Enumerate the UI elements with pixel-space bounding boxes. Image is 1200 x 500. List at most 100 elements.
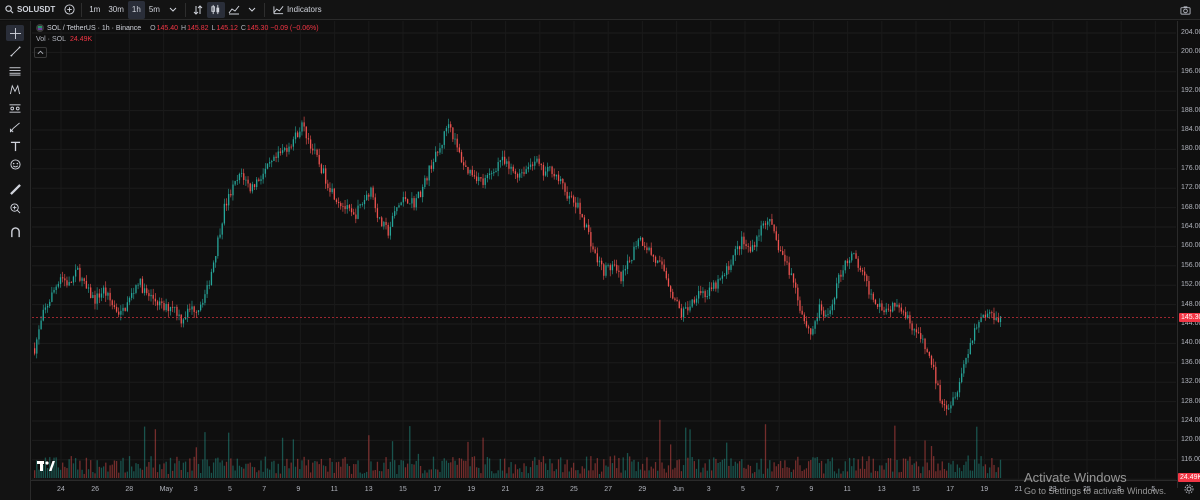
time-tick-label: 17: [946, 486, 954, 493]
candle-body: [751, 245, 754, 252]
candle-body: [928, 351, 930, 356]
time-tick-label: 27: [604, 486, 612, 493]
price-tick-label: 132.00: [1181, 378, 1200, 386]
interval-1m-button[interactable]: 1m: [85, 1, 104, 19]
candle-body: [913, 329, 915, 331]
text-icon: [10, 141, 20, 151]
volume-bar: [734, 461, 736, 478]
volume-bar: [917, 466, 920, 478]
add-symbol-button[interactable]: [60, 2, 78, 18]
interval-30m-button[interactable]: 30m: [104, 1, 128, 19]
price-tick-label: 164.00: [1181, 223, 1200, 230]
candle-body: [665, 270, 667, 279]
time-tick-label: 3: [706, 486, 711, 493]
trend-line-tool[interactable]: [6, 43, 24, 59]
candle-body: [100, 293, 103, 298]
candle-body: [698, 291, 700, 299]
price-scale[interactable]: 204.00 200.00 196.00 192.00 188.00 184.00 180.…: [1177, 21, 1200, 488]
candle-body: [708, 287, 711, 296]
volume-bar: [747, 464, 749, 478]
magnet-tool[interactable]: [6, 224, 24, 240]
fib-tool[interactable]: [6, 62, 24, 78]
candle-body: [473, 175, 476, 177]
volume-bar: [355, 464, 357, 478]
ruler-tool[interactable]: [6, 181, 24, 197]
volume-bar: [389, 461, 392, 478]
volume-bar: [930, 446, 933, 478]
volume-bar: [59, 469, 62, 478]
volume-bar: [305, 465, 307, 478]
screenshot-button[interactable]: [1176, 2, 1194, 18]
divider: [184, 2, 186, 17]
time-tick-label: 11: [330, 486, 338, 493]
volume-bar: [79, 460, 81, 478]
volume-bar: [993, 464, 995, 478]
zoom-tool[interactable]: [6, 200, 24, 216]
candle-body: [184, 317, 187, 320]
candle-body: [79, 267, 81, 281]
chart-type-dropdown-button[interactable]: [243, 2, 261, 18]
indicators-button[interactable]: Indicators: [268, 1, 327, 19]
volume-bar: [596, 458, 598, 478]
time-axis[interactable]: 24 26 28 May 3 5 7 9 11 13 15 17 19 21 23 25 27 29 Jun 3 5 7 9…: [31, 480, 1177, 500]
brush-tool[interactable]: [6, 119, 24, 135]
candle-body: [846, 260, 849, 264]
candle-body: [161, 301, 163, 304]
volume-bar: [909, 456, 911, 478]
candle-body: [661, 261, 663, 265]
open-value: 145.40: [156, 24, 179, 32]
candle-body: [971, 340, 974, 343]
candle-body: [728, 266, 730, 270]
volume-bar: [607, 466, 609, 478]
candle-body: [648, 247, 650, 251]
candle-body: [723, 274, 726, 276]
measure-tool[interactable]: [6, 100, 24, 116]
candle-body: [426, 178, 428, 181]
candle-body: [879, 303, 881, 307]
collapse-legend-button[interactable]: [34, 47, 47, 58]
candle-body: [191, 306, 193, 310]
volume-bar: [197, 463, 200, 478]
crosshair-tool[interactable]: [6, 25, 24, 41]
volume-bar: [102, 466, 105, 478]
volume-bar: [411, 464, 413, 478]
candles-style-button[interactable]: [206, 1, 225, 18]
volume-bar: [754, 472, 756, 478]
volume-bar: [178, 460, 180, 478]
volume-bar: [751, 473, 754, 478]
time-axis-settings-button[interactable]: [1184, 484, 1194, 497]
volume-bar: [316, 461, 318, 478]
candle-body: [915, 329, 918, 333]
candle-body: [303, 122, 305, 127]
candle-body: [827, 313, 829, 315]
tradingview-logo[interactable]: [37, 460, 55, 472]
volume-bar: [266, 468, 269, 478]
candle-body: [240, 173, 243, 175]
candle-body: [288, 146, 290, 152]
candle-body: [59, 277, 62, 284]
text-tool[interactable]: [6, 138, 24, 154]
compare-button[interactable]: [189, 2, 207, 18]
interval-5m-button[interactable]: 5m: [145, 1, 164, 19]
emoji-tool[interactable]: [6, 156, 24, 172]
volume-bar: [924, 440, 926, 478]
volume-bar: [70, 456, 72, 478]
volume-bar: [704, 463, 706, 478]
pattern-tool[interactable]: [6, 81, 24, 97]
volume-bar: [629, 456, 631, 478]
area-style-button[interactable]: [225, 2, 243, 18]
interval-1h-button[interactable]: 1h: [127, 0, 145, 19]
volume-bar: [995, 472, 997, 478]
candle-body: [687, 307, 689, 311]
candle-body: [348, 205, 351, 209]
symbol-search[interactable]: SOLUSDT: [0, 1, 60, 19]
candle-body: [633, 246, 635, 261]
time-tick-label: 23: [535, 486, 544, 493]
interval-dropdown-button[interactable]: [164, 2, 182, 18]
volume-bar: [650, 466, 652, 478]
volume-bar: [892, 471, 894, 478]
candle-body: [74, 269, 77, 277]
volume-bar: [314, 461, 316, 478]
candle-body: [387, 224, 389, 236]
